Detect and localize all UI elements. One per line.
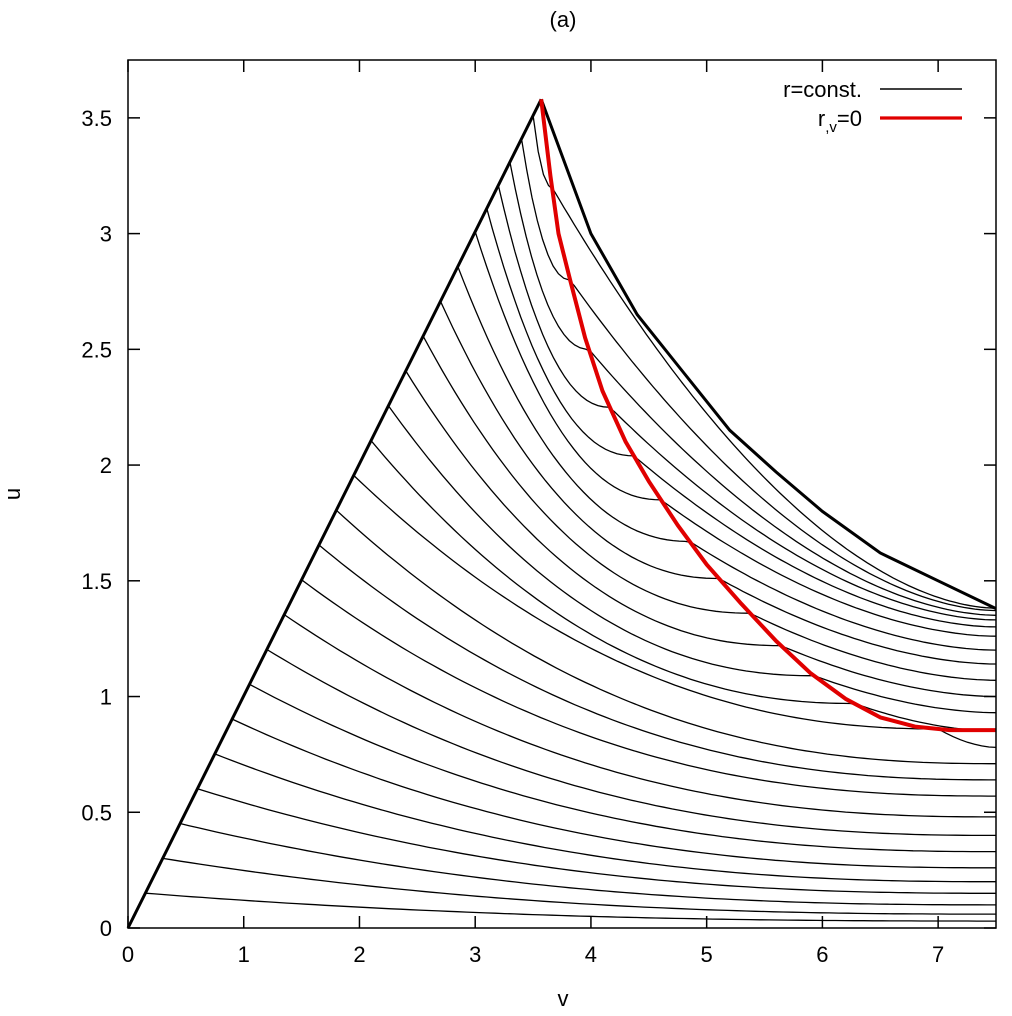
r-const-contours [145,115,997,922]
boundary-upper-right-edge [539,98,997,610]
y-axis-label: u [0,488,25,500]
r-const-contour [520,138,997,612]
boundary-left-edge [126,98,543,929]
legend-entry-r-v-0: r,v=0 [818,106,962,136]
legend-entry-r-const: r=const. [783,77,962,102]
x-tick-label: 6 [816,942,828,967]
r-const-contour [422,335,997,681]
r-const-contour [214,753,996,883]
y-tick-label: 3.5 [81,106,112,131]
r-const-contour [249,683,996,853]
x-tick-label: 7 [932,942,944,967]
r-const-contour [497,185,997,621]
r-const-contour [405,370,997,698]
x-tick-label: 2 [353,942,365,967]
y-tick-label: 0.5 [81,800,112,825]
x-axis: 0 1 2 3 4 5 6 7 [122,60,944,967]
r-const-contour [474,231,997,637]
y-axis: 0 0.5 1 1.5 2 2.5 3 3.5 [81,106,996,941]
domain-boundary [126,98,997,929]
r-const-contour [387,405,997,714]
r-const-contour [318,544,996,781]
r-const-contour [532,115,997,610]
r-const-contour [353,474,997,749]
r-const-contour [162,857,996,915]
y-tick-label: 2.5 [81,337,112,362]
r-const-contour [486,208,997,628]
legend-label-r-const: r=const. [783,77,862,102]
y-tick-label: 2 [100,453,112,478]
x-tick-label: 1 [238,942,250,967]
legend-label-r-v-0: r,v=0 [818,106,862,136]
r-const-contour [145,892,996,922]
legend: r=const. r,v=0 [783,77,962,136]
y-tick-label: 1.5 [81,569,112,594]
r-const-contour [370,440,997,732]
r-const-contour [283,614,996,818]
r-const-contour [231,718,996,869]
x-tick-label: 5 [701,942,713,967]
r-const-contour [266,648,996,837]
r-const-contour [509,161,997,616]
series-line-r-v-0 [539,99,996,733]
chart-title: (a) [550,7,577,32]
y-tick-label: 0 [100,916,112,941]
r-const-contour [179,822,996,906]
r-const-contour [301,579,996,797]
y-tick-label: 1 [100,685,112,710]
r-const-contour [335,509,996,765]
y-tick-label: 3 [100,222,112,247]
x-axis-label: v [558,986,569,1011]
plot-frame [127,59,997,929]
series-layer [539,99,996,733]
x-tick-label: 4 [585,942,597,967]
x-tick-label: 3 [469,942,481,967]
x-tick-label: 0 [122,942,134,967]
r-const-contour [457,266,997,651]
r-const-contour [197,788,996,894]
